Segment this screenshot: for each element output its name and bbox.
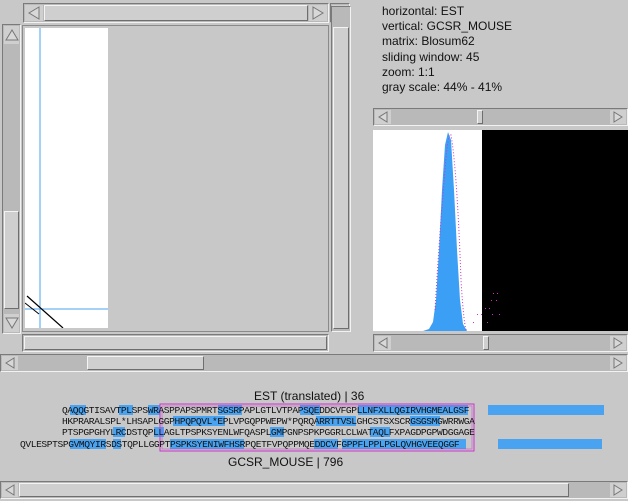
window-label: sliding window: 45	[382, 49, 480, 64]
est-frame-2: HKPRARALSPL*LHSAPLGGPHPQPQVL*EPLVPGQPPWE…	[62, 416, 475, 427]
dotplot-area[interactable]	[22, 25, 329, 332]
grayscale-label: gray scale: 44% - 41%	[382, 80, 503, 95]
grayscale-max-slider[interactable]	[373, 334, 628, 352]
up-arrow-icon[interactable]	[4, 26, 19, 44]
right-arrow-icon[interactable]	[610, 110, 626, 124]
alignment-highlights	[70, 403, 604, 452]
est-label: EST (translated) | 36	[254, 389, 365, 403]
alignment-hscroll-bottom-thumb[interactable]	[19, 483, 569, 497]
left-arrow-icon[interactable]	[375, 336, 391, 350]
protein-sequence: QVLESPTSPGVMQYIRSDSTQPLLGGPTPSPKSYENIWFH…	[20, 439, 460, 450]
horizontal-label: horizontal: EST	[382, 4, 465, 18]
alignment-hscroll-top[interactable]	[0, 354, 628, 372]
protein-label: GCSR_MOUSE | 796	[228, 455, 344, 469]
dotplot-hscroll-bottom[interactable]	[22, 334, 329, 352]
dotplot-vscroll-right-thumb[interactable]	[333, 27, 349, 329]
right-arrow-icon[interactable]	[309, 5, 327, 21]
down-arrow-icon[interactable]	[4, 314, 19, 332]
left-arrow-icon[interactable]	[375, 110, 391, 124]
info-panel: horizontal: EST vertical: GCSR_MOUSE mat…	[382, 4, 622, 100]
right-arrow-icon[interactable]	[610, 483, 626, 497]
alignment-hscroll-bottom[interactable]	[0, 481, 628, 499]
dotplot-hscroll-bottom-thumb[interactable]	[24, 336, 327, 350]
grayscale-min-slider[interactable]	[373, 108, 628, 126]
dotplot-hscroll-top-thumb[interactable]	[44, 5, 308, 21]
dotplot-hscroll-top[interactable]	[0, 0, 352, 25]
right-arrow-icon[interactable]	[610, 336, 626, 350]
dotplot-vscroll-thumb[interactable]	[4, 211, 19, 309]
dotplot-canvas[interactable]	[25, 28, 108, 328]
est-frame-1: QAQQGTISAVTPLSPSWRASPPAPSPMRTSGSRPAPLGTL…	[62, 405, 470, 416]
grayscale-min-thumb[interactable]	[477, 110, 483, 124]
est-frame-3: PTSPGPGHYLRCDSTQPLLAGLTPSPKSYENLWFQASPLG…	[62, 427, 475, 438]
left-arrow-icon[interactable]	[25, 5, 43, 21]
matrix-label: matrix: Blosum62	[382, 34, 475, 49]
alignment-hscroll-top-thumb[interactable]	[87, 356, 204, 370]
dotplot-vscroll[interactable]	[2, 24, 21, 334]
vertical-label: vertical: GCSR_MOUSE	[382, 19, 513, 34]
grayscale-max-thumb[interactable]	[483, 336, 489, 350]
alignment-panel: EST (translated) | 36 QAQQGTISAVTPLSPSWR…	[0, 373, 628, 481]
left-arrow-icon[interactable]	[2, 483, 18, 497]
right-arrow-icon[interactable]	[610, 356, 626, 370]
zoom-label: zoom: 1:1	[382, 64, 435, 79]
score-histogram	[373, 130, 628, 331]
left-arrow-icon[interactable]	[2, 356, 18, 370]
